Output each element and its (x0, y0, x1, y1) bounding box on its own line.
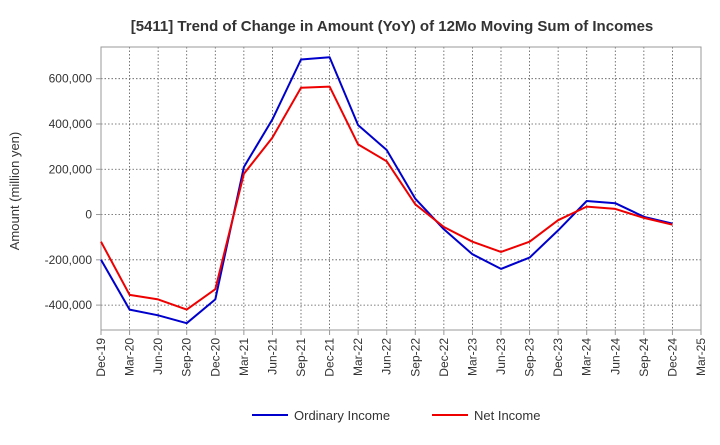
x-tick-label: Dec-22 (437, 338, 451, 377)
x-tick-label: Dec-24 (665, 338, 679, 377)
x-axis-ticks: Dec-19 Mar-20 Jun-20 Sep-20 Dec-20 Mar-21 Jun-… (94, 330, 708, 377)
x-tick-label: Sep-24 (637, 338, 651, 377)
x-tick-label: Jun-23 (494, 338, 508, 375)
x-tick-label: Mar-21 (237, 338, 251, 376)
gridlines (101, 47, 701, 330)
x-tick-label: Jun-21 (265, 338, 279, 375)
x-tick-label: Mar-23 (465, 338, 479, 376)
y-tick-label: -200,000 (45, 253, 93, 267)
legend: Ordinary Income Net Income (252, 408, 540, 423)
x-tick-label: Mar-22 (351, 338, 365, 376)
y-axis-ticks: -400,000 -200,000 0 200,000 400,000 600,000 (45, 72, 101, 312)
x-tick-label: Dec-19 (94, 338, 108, 377)
x-tick-label: Sep-21 (294, 338, 308, 377)
legend-label-net-income: Net Income (474, 408, 540, 423)
plot-area-frame (100, 46, 702, 331)
x-tick-label: Dec-21 (323, 338, 337, 377)
series-lines (100, 56, 673, 325)
y-axis-label: Amount (million yen) (7, 132, 22, 251)
x-tick-label: Sep-22 (408, 338, 422, 377)
x-tick-label: Jun-24 (608, 338, 622, 375)
x-tick-label: Jun-22 (380, 338, 394, 375)
y-tick-label: 200,000 (49, 162, 93, 176)
x-tick-label: Mar-20 (123, 338, 137, 376)
y-tick-label: 400,000 (49, 117, 93, 131)
series-line-net-income (100, 85, 673, 311)
x-tick-label: Sep-23 (523, 338, 537, 377)
y-tick-label: -400,000 (45, 298, 93, 312)
x-tick-label: Dec-20 (208, 338, 222, 377)
y-tick-label: 0 (85, 208, 92, 222)
x-tick-label: Dec-23 (551, 338, 565, 377)
y-tick-label: 600,000 (49, 72, 93, 86)
legend-label-ordinary-income: Ordinary Income (294, 408, 390, 423)
x-tick-label: Mar-25 (694, 338, 708, 376)
chart-title: [5411] Trend of Change in Amount (YoY) o… (131, 18, 654, 35)
x-tick-label: Sep-20 (180, 338, 194, 377)
x-tick-label: Jun-20 (151, 338, 165, 375)
x-tick-label: Mar-24 (580, 338, 594, 376)
